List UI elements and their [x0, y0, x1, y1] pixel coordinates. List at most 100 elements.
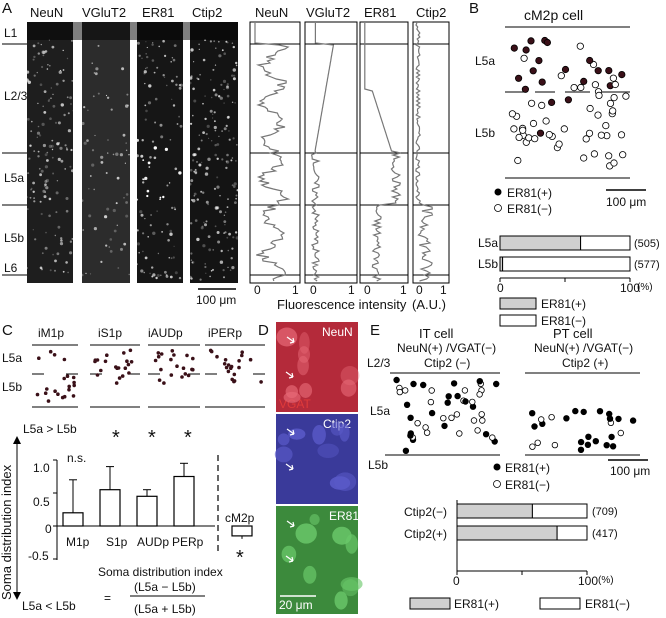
cell-speckle — [155, 276, 158, 280]
cell-speckle — [67, 271, 69, 274]
cell-speckle — [161, 231, 164, 233]
c-sig-perp: * — [184, 427, 192, 449]
cell-speckle — [62, 49, 64, 52]
cell-speckle — [112, 208, 116, 213]
cell-speckle — [105, 94, 108, 97]
cell-speckle — [207, 235, 211, 239]
b-cell — [610, 159, 618, 167]
cell-speckle — [192, 159, 195, 162]
cell-speckle — [42, 105, 44, 108]
cell-speckle — [172, 104, 176, 107]
cell-speckle — [204, 95, 206, 97]
b-cell — [611, 80, 619, 89]
cell-speckle — [93, 188, 95, 191]
c-ytick-1: 1.0 — [33, 461, 50, 475]
cell-speckle — [56, 180, 59, 182]
c-mini-cell — [156, 354, 161, 359]
cell-speckle — [190, 252, 193, 255]
cell-speckle — [230, 159, 233, 162]
panel-label-a: A — [2, 0, 13, 17]
cell-speckle — [136, 198, 139, 201]
d-cell — [303, 565, 317, 584]
b-cell — [605, 152, 613, 160]
c-mini-cell — [127, 371, 131, 375]
cell-speckle — [60, 237, 63, 240]
b-cell — [580, 154, 588, 162]
cell-speckle — [30, 187, 33, 190]
c-bar — [62, 512, 84, 527]
cell-speckle — [72, 110, 74, 112]
d-cell — [276, 327, 298, 347]
cell-speckle — [51, 139, 54, 142]
cell-speckle — [226, 85, 229, 88]
cell-speckle — [178, 171, 182, 175]
cell-speckle — [58, 70, 62, 74]
layer-label-l5b: L5b — [4, 231, 25, 245]
cell-speckle — [43, 111, 47, 114]
cell-speckle — [224, 231, 227, 234]
cell-speckle — [107, 139, 109, 141]
d-cell — [274, 446, 293, 463]
cell-speckle — [45, 186, 49, 190]
e-pt-cell — [592, 438, 599, 445]
c-mini-cell — [103, 359, 108, 364]
e-layer-l5a: L5a — [370, 404, 391, 418]
b-cell — [606, 99, 615, 108]
cell-speckle — [192, 87, 195, 91]
cell-speckle — [193, 99, 197, 103]
cell-speckle — [167, 239, 170, 242]
cell-speckle — [151, 59, 155, 62]
cell-speckle — [235, 160, 237, 162]
cell-speckle — [216, 231, 220, 234]
cell-speckle — [152, 273, 156, 277]
cell-speckle — [86, 139, 89, 142]
cell-speckle — [92, 95, 95, 98]
c-sig-audp: * — [148, 427, 156, 449]
cell-speckle — [70, 148, 73, 152]
intensity-trace — [415, 22, 434, 282]
cell-speckle — [41, 122, 45, 126]
cell-speckle — [170, 61, 172, 63]
cell-speckle — [50, 144, 54, 148]
c-mini-cell — [180, 375, 184, 379]
e-pt-cell — [551, 441, 559, 449]
e-legend-pos: ER81(+) — [505, 461, 551, 475]
cell-speckle — [100, 161, 104, 164]
panel-label-c: C — [2, 322, 13, 339]
cell-speckle — [143, 70, 147, 74]
cell-speckle — [189, 76, 193, 80]
cell-speckle — [233, 74, 236, 77]
b-bar-n-l5a: (505) — [634, 238, 660, 250]
cell-speckle — [235, 197, 237, 200]
cell-speckle — [222, 79, 227, 83]
e-pt-cell — [585, 433, 592, 440]
b-cell — [591, 81, 600, 89]
b-bar-label-l5a: L5a — [478, 236, 499, 250]
e-it-cell — [479, 417, 486, 424]
e-it-cell — [407, 432, 414, 439]
c-mini-cell — [95, 373, 100, 377]
cell-speckle — [93, 72, 96, 74]
cell-speckle — [214, 64, 217, 66]
b-title: cM2p cell — [524, 7, 584, 23]
scalebar-label-a: 100 μm — [196, 293, 237, 307]
cell-speckle — [234, 231, 238, 234]
cell-speckle — [144, 218, 146, 220]
intensity-trace — [364, 23, 402, 282]
cell-speckle — [198, 134, 200, 136]
cell-speckle — [117, 267, 120, 269]
c-ytick-05: 0.5 — [33, 495, 50, 509]
cell-speckle — [66, 147, 68, 149]
cell-speckle — [69, 251, 73, 255]
b-cell — [531, 135, 539, 143]
b-cell — [585, 129, 594, 137]
b-cell — [609, 107, 617, 115]
e-it-cell — [476, 378, 483, 385]
profile-label-er81: ER81 — [364, 5, 397, 20]
c-mini-cell — [105, 353, 109, 358]
e-tick-0: 0 — [453, 574, 460, 588]
cell-speckle — [196, 198, 199, 201]
cell-speckle — [44, 246, 48, 250]
cell-speckle — [113, 229, 117, 233]
c-mini-cell — [186, 373, 191, 378]
